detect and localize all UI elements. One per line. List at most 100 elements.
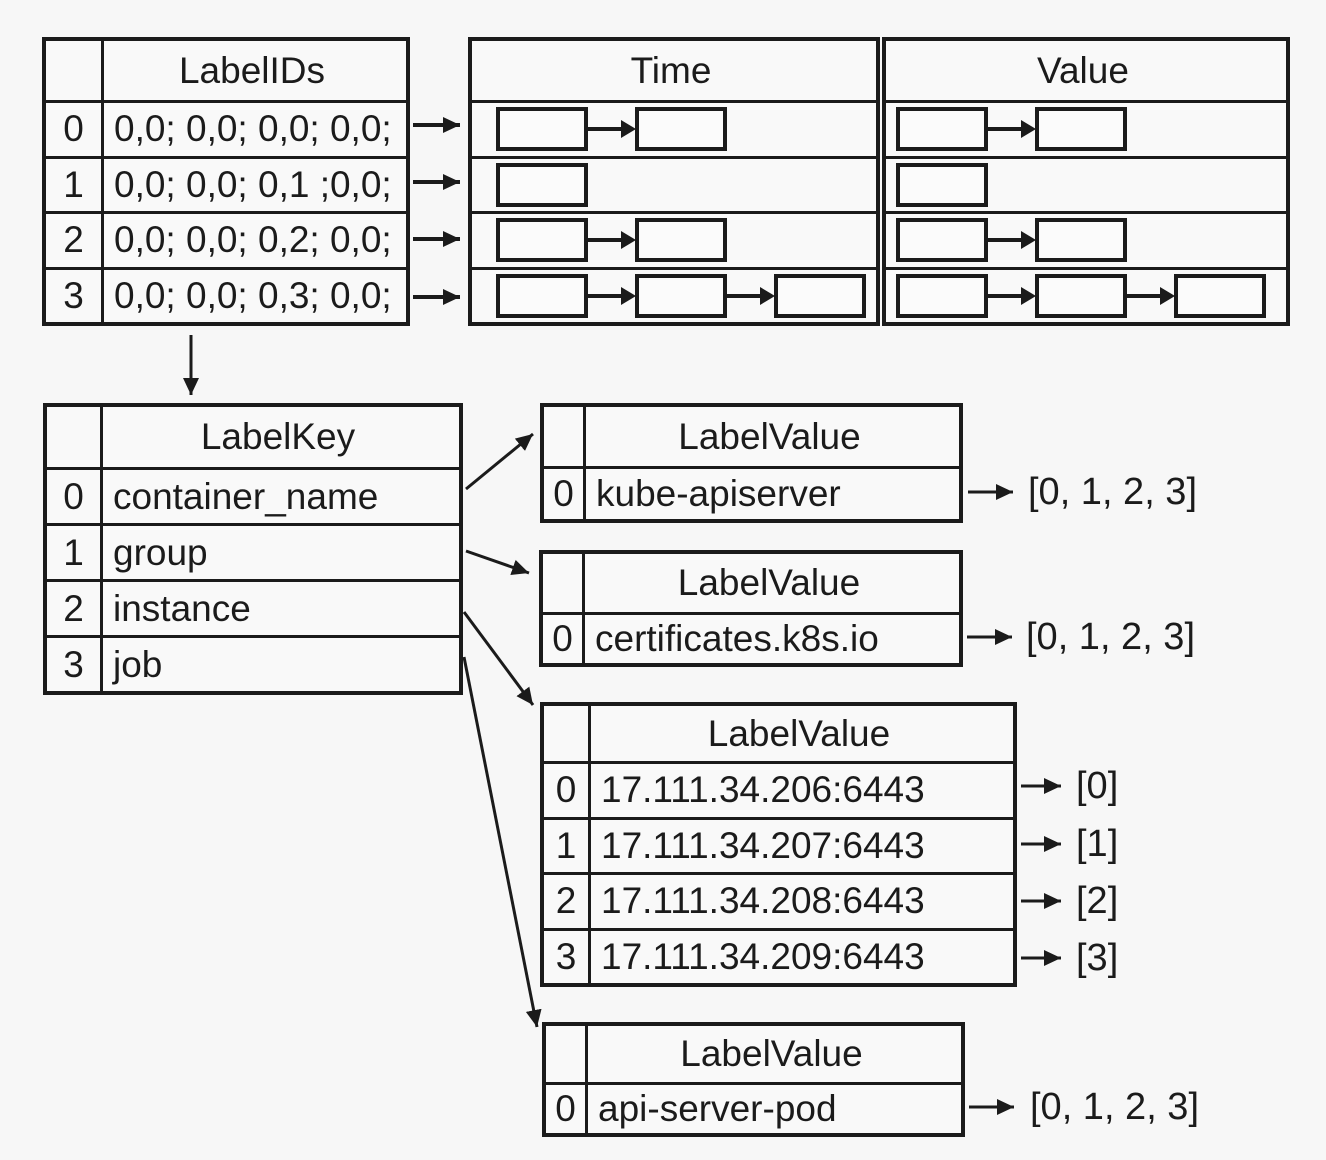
labelvalue-index-header-cell	[546, 1026, 588, 1082]
chunk-box	[896, 273, 988, 318]
row-index: 3	[544, 930, 591, 983]
value-row-2	[886, 211, 1286, 267]
labelids-row-1: 1 0,0; 0,0; 0,1 ;0,0;	[46, 155, 406, 211]
row-index: 0	[544, 764, 591, 817]
labelkey-value: group	[113, 531, 208, 573]
labelvalue-row-2: 2 17.111.34.208:6443	[544, 872, 1013, 928]
chunk-box	[896, 218, 988, 263]
chunk-link-arrow	[588, 119, 636, 139]
labelids-row-0: 0 0,0; 0,0; 0,0; 0,0;	[46, 100, 406, 156]
time-table: Time	[468, 37, 880, 326]
labelvalue-row: 0 api-server-pod	[546, 1082, 961, 1133]
labelvalue-row-3: 3 17.111.34.209:6443	[544, 927, 1013, 983]
labelvalue-header-row: LabelValue	[544, 706, 1013, 761]
chunk-box	[635, 273, 727, 318]
chunk-box	[1174, 273, 1266, 318]
labelvalue-header-row: LabelValue	[543, 554, 959, 612]
time-row-1	[472, 155, 876, 212]
labelkey-row-2: 2 instance	[47, 579, 459, 635]
labelvalue-row: 0 kube-apiserver	[544, 466, 959, 519]
labelids-header: LabelIDs	[178, 49, 326, 91]
postings-list: [3]	[1076, 936, 1119, 979]
chunk-box	[496, 218, 588, 263]
time-row-3	[472, 266, 876, 323]
postings-list: [0]	[1076, 764, 1119, 807]
chunk-box	[1035, 218, 1127, 263]
chunk-box	[635, 218, 727, 263]
labelkey-table: LabelKey 0 container_name 1 group 2 inst…	[43, 403, 463, 695]
labelids-value: 0,0; 0,0; 0,3; 0,0;	[114, 274, 392, 316]
labelvalue-table-job: LabelValue 0 api-server-pod	[542, 1022, 965, 1137]
postings-list: [1]	[1076, 822, 1119, 865]
row-index: 3	[47, 638, 103, 691]
labelvalue-index-header-cell	[544, 706, 591, 761]
row-index: 0	[543, 615, 585, 663]
arrow-instance-to-labelvalue	[462, 611, 535, 706]
chunk-link-arrow	[988, 286, 1036, 306]
value-row-0	[886, 100, 1286, 156]
value-row-1	[886, 155, 1286, 212]
labelkey-value: instance	[113, 587, 251, 629]
time-row-0	[472, 100, 876, 156]
value-header-row: Value	[886, 41, 1286, 100]
row-index: 0	[544, 469, 586, 519]
labelvalue-table-instance: LabelValue 0 17.111.34.206:6443 1 17.111…	[540, 702, 1017, 987]
labelvalue-header-row: LabelValue	[546, 1026, 961, 1082]
labelvalue-row-0: 0 17.111.34.206:6443	[544, 761, 1013, 817]
value-header: Value	[1037, 49, 1129, 91]
labelvalue-value: 17.111.34.208:6443	[601, 880, 925, 922]
labelvalue-table-container-name: LabelValue 0 kube-apiserver	[540, 403, 963, 523]
row-index: 2	[544, 875, 591, 928]
labelvalue-header: LabelValue	[678, 415, 861, 457]
labelvalue-value: certificates.k8s.io	[595, 618, 879, 659]
value-table: Value	[882, 37, 1290, 326]
labelvalue-header-row: LabelValue	[544, 407, 959, 466]
row-index: 1	[46, 158, 104, 211]
labelkey-row-0: 0 container_name	[47, 467, 459, 523]
labelids-index-header-cell	[46, 41, 104, 100]
labelvalue-index-header-cell	[543, 554, 585, 612]
chunk-box	[896, 162, 988, 207]
time-header-row: Time	[472, 41, 876, 100]
chunk-link-arrow	[727, 286, 775, 306]
chunk-box	[1035, 273, 1127, 318]
labelkey-row-1: 1 group	[47, 523, 459, 579]
labelvalue-header: LabelValue	[677, 562, 861, 603]
arrow-job-to-labelvalue	[462, 656, 542, 1028]
labelkey-header: LabelKey	[200, 416, 356, 457]
labelids-row-2: 2 0,0; 0,0; 0,2; 0,0;	[46, 211, 406, 267]
row-index: 1	[544, 819, 591, 872]
labelvalue-header: LabelValue	[707, 712, 891, 754]
labelvalue-value: 17.111.34.209:6443	[601, 935, 925, 977]
labelvalue-value: 17.111.34.207:6443	[601, 824, 925, 866]
postings-list: [0, 1, 2, 3]	[1030, 1085, 1199, 1128]
labelids-value: 0,0; 0,0; 0,1 ;0,0;	[114, 163, 392, 205]
row-index: 0	[47, 470, 103, 523]
row-index: 2	[47, 582, 103, 635]
labelids-value: 0,0; 0,0; 0,2; 0,0;	[114, 219, 392, 261]
labelkey-value: job	[113, 643, 163, 685]
chunk-link-arrow	[988, 119, 1036, 139]
labelvalue-row: 0 certificates.k8s.io	[543, 612, 959, 663]
chunk-box	[1035, 107, 1127, 152]
chunk-box	[496, 107, 588, 152]
postings-list: [0, 1, 2, 3]	[1026, 615, 1195, 658]
chunk-box	[896, 107, 988, 152]
labelvalue-value: api-server-pod	[598, 1088, 837, 1129]
time-row-2	[472, 211, 876, 267]
labelvalue-table-group: LabelValue 0 certificates.k8s.io	[539, 550, 963, 667]
postings-list: [2]	[1076, 879, 1119, 922]
labelids-value: 0,0; 0,0; 0,0; 0,0;	[114, 108, 392, 150]
chunk-box	[496, 273, 588, 318]
labelids-table: LabelIDs 0 0,0; 0,0; 0,0; 0,0; 1 0,0; 0,…	[42, 37, 410, 326]
arrow-containername-to-labelvalue	[465, 432, 534, 491]
labelkey-value: container_name	[113, 475, 379, 517]
postings-list: [0, 1, 2, 3]	[1028, 470, 1197, 513]
labelvalue-value: 17.111.34.206:6443	[601, 769, 925, 811]
labelvalue-header: LabelValue	[680, 1033, 863, 1074]
row-index: 3	[46, 269, 104, 322]
chunk-box	[635, 107, 727, 152]
labelkey-header-row: LabelKey	[47, 407, 459, 467]
chunk-link-arrow	[588, 230, 636, 250]
row-index: 1	[47, 526, 103, 579]
